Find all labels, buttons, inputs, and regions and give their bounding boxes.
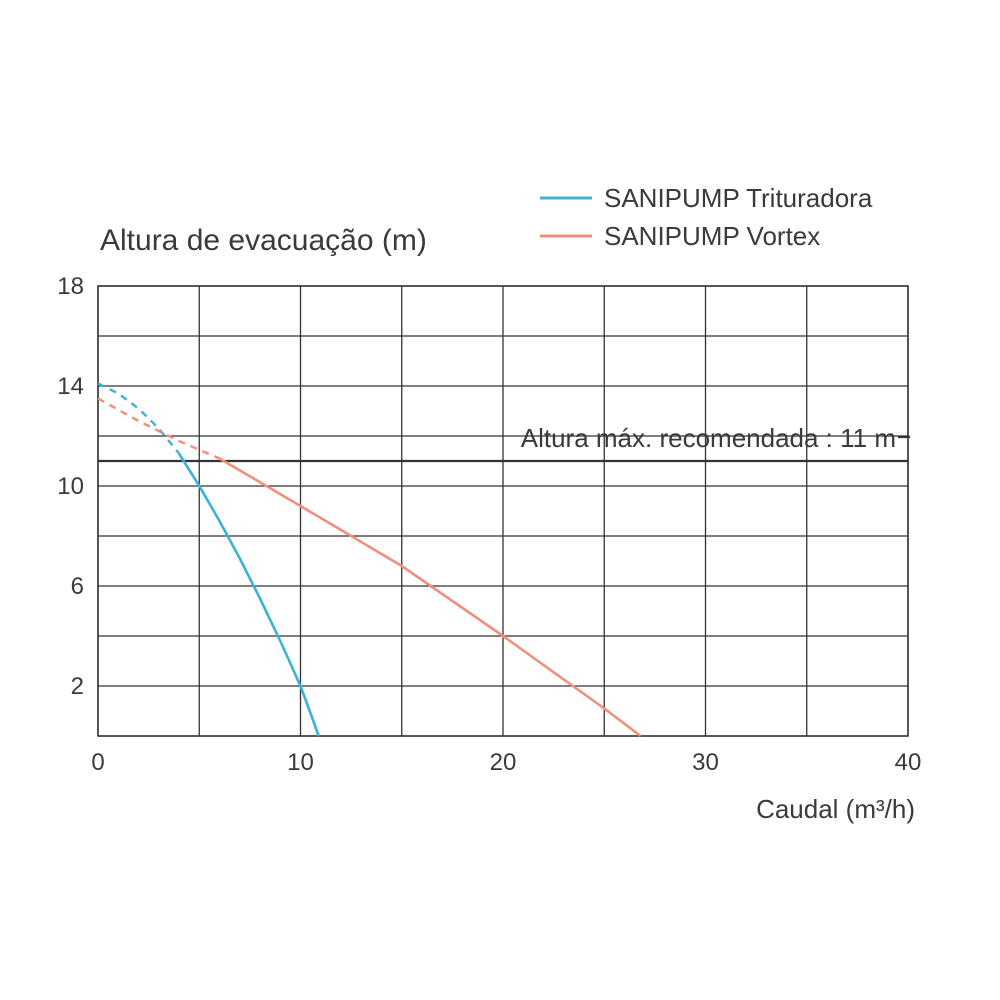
y-tick-label: 2 <box>71 673 84 700</box>
x-tick-label: 20 <box>490 749 517 776</box>
y-tick-label: 10 <box>57 473 84 500</box>
y-axis-title: Altura de evacuação (m) <box>100 224 427 257</box>
x-tick-label: 10 <box>287 749 314 776</box>
y-tick-label: 14 <box>57 373 84 400</box>
legend: SANIPUMP Trituradora SANIPUMP Vortex <box>540 183 873 251</box>
y-tick-label: 18 <box>57 273 84 300</box>
legend-label: SANIPUMP Vortex <box>604 221 820 251</box>
plot-frame <box>97 285 909 737</box>
series-dashed-line <box>97 397 220 460</box>
series-line <box>218 457 642 738</box>
axis-ticks: 0 10 20 30 40 2 6 10 14 18 <box>57 273 921 776</box>
legend-label: SANIPUMP Trituradora <box>604 183 873 213</box>
x-tick-label: 30 <box>692 749 719 776</box>
grid <box>97 285 909 737</box>
series-dashed-line <box>97 382 180 455</box>
reference-line-label: Altura máx. recomendada : 11 m <box>521 423 896 453</box>
x-tick-label: 40 <box>895 749 922 776</box>
series-group <box>97 382 642 738</box>
reference-line-group: Altura máx. recomendada : 11 m <box>98 423 910 463</box>
y-tick-label: 6 <box>71 573 84 600</box>
series-line <box>177 452 320 737</box>
x-axis-title: Caudal (m³/h) <box>756 794 915 824</box>
x-tick-label: 0 <box>91 749 104 776</box>
